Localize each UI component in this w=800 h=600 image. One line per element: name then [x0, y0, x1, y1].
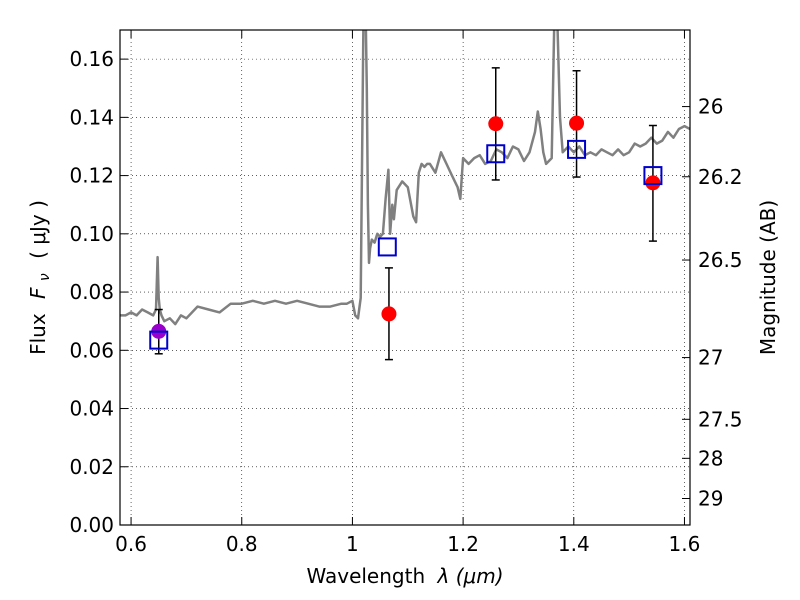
model-flux-square — [567, 139, 587, 159]
y-tick-label: 0.14 — [69, 105, 114, 129]
spectrum-line — [120, 30, 690, 326]
y-tick-label: 0.00 — [69, 513, 114, 537]
x-axis-label: Wavelength λ (μm) — [306, 564, 503, 588]
x-tick-label: 0.8 — [226, 532, 258, 556]
plot-frame — [119, 29, 691, 526]
observed-flux-point — [645, 175, 661, 191]
x-tick-label: 0.6 — [115, 532, 147, 556]
right-axis-label: Magnitude (AB) — [756, 200, 780, 355]
observed-flux-point — [569, 115, 585, 131]
x-tick-label: 1.6 — [669, 532, 701, 556]
x-tick-label: 1 — [346, 532, 359, 556]
y-tick-label: 0.04 — [69, 397, 114, 421]
y2-tick-label: 27 — [698, 346, 723, 370]
y-tick-label: 0.12 — [69, 164, 114, 188]
y-tick-label: 0.06 — [69, 338, 114, 362]
y-tick-label: 0.08 — [69, 280, 114, 304]
model-flux-square — [486, 144, 506, 164]
photometry-layer — [149, 67, 663, 361]
y2-tick-label: 29 — [698, 487, 723, 511]
observed-flux-point — [381, 306, 397, 322]
x-tick-label: 1.2 — [447, 532, 479, 556]
y-tick-label: 0.16 — [69, 47, 114, 71]
model-flux-square — [377, 237, 397, 257]
y2-tick-label: 26.2 — [698, 165, 743, 189]
grid-lines — [120, 30, 690, 526]
y2-tick-label: 26 — [698, 95, 723, 119]
observed-flux-point — [488, 116, 504, 132]
model-flux-square — [643, 166, 663, 186]
x-tick-label: 1.4 — [558, 532, 590, 556]
y-axis-label: Flux F ν ( μJy ) — [26, 200, 54, 355]
y-tick-label: 0.10 — [69, 222, 114, 246]
model-flux-square — [149, 330, 169, 350]
axis-ticks: 0.6 0.8 1 1.2 1.4 1.6 0.00 0.02 0.04 0.06 0.08 0.10… — [69, 30, 743, 556]
y2-tick-label: 26.5 — [698, 248, 743, 272]
y2-tick-label: 28 — [698, 446, 723, 470]
y2-tick-label: 27.5 — [698, 407, 743, 431]
y-tick-label: 0.02 — [69, 455, 114, 479]
model-spectrum-layer — [120, 30, 690, 326]
